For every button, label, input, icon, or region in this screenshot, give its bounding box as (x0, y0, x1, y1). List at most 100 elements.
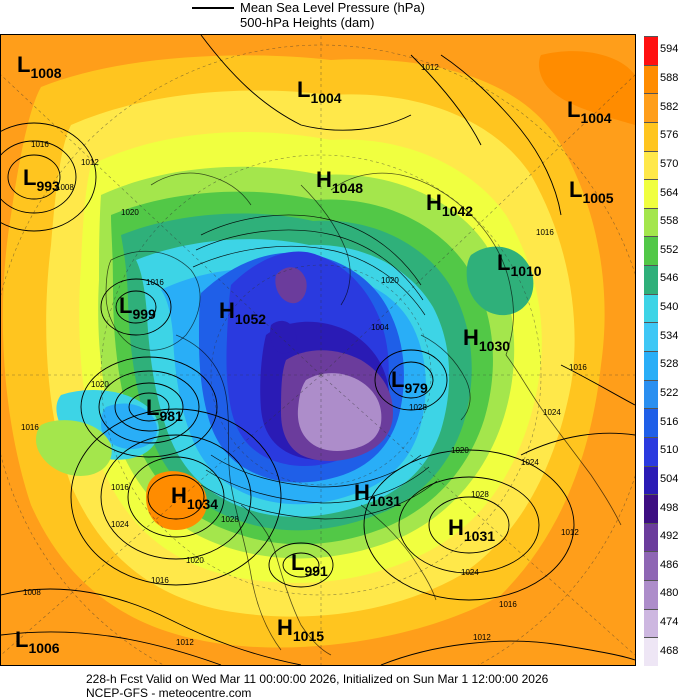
isobar-label: 1020 (186, 556, 204, 565)
colorbar-swatch (644, 236, 658, 266)
colorbar-swatch (644, 494, 658, 523)
colorbar-level-label: 480 (660, 587, 679, 600)
colorbar-level-label: 498 (660, 501, 679, 514)
isobar-label: 1024 (111, 520, 129, 529)
isobar-label: 1012 (473, 633, 491, 642)
low-center-label: L979 (391, 367, 428, 396)
isobars (1, 35, 635, 665)
colorbar-level-label: 492 (660, 530, 679, 543)
isobar-label: 1016 (499, 600, 517, 609)
colorbar-level-label: 552 (660, 243, 679, 256)
isobar-label: 1016 (536, 228, 554, 237)
isobar-label: 1016 (146, 278, 164, 287)
isobar-label: 1020 (91, 380, 109, 389)
colorbar-level-label: 522 (660, 386, 679, 399)
polar-isobars (192, 214, 438, 520)
colorbar-level-label: 540 (660, 301, 679, 314)
low-center-label: L1008 (17, 52, 62, 81)
isobar-label: 1024 (521, 458, 539, 467)
isobar-labels: 1012 1016 1008 1012 1020 1016 1016 1020 … (21, 63, 587, 647)
colorbar-level-label: 576 (660, 129, 679, 142)
colorbar-level-label: 546 (660, 272, 679, 285)
height-colorbar: 594 588 582 576 570 564 558 552 546 540 534 528 522 5… (644, 36, 681, 666)
height-band-546-lobe (466, 246, 534, 316)
low-center-label: L991 (291, 550, 328, 579)
high-center-label: H1015 (277, 615, 324, 644)
isobar-legend-line (192, 7, 234, 9)
colorbar-swatch (644, 179, 658, 208)
colorbar-level-label: 468 (660, 644, 679, 657)
colorbar-swatch (644, 93, 658, 122)
low-center-label: L1004 (297, 77, 342, 106)
isobar-label: 1028 (221, 515, 239, 524)
chart-header: Mean Sea Level Pressure (hPa) 500-hPa He… (0, 0, 681, 34)
isobar-label: 1016 (569, 363, 587, 372)
isobar-label: 1012 (561, 528, 579, 537)
isobar-label: 1004 (371, 323, 389, 332)
colorbar-swatch (644, 522, 658, 552)
low-center-label: L1005 (569, 177, 614, 206)
high-center-label: H1030 (463, 325, 510, 354)
colorbar-swatch (644, 580, 658, 609)
isobar-label: 1024 (543, 408, 561, 417)
colorbar-swatch (644, 64, 658, 94)
colorbar-swatch (644, 351, 658, 380)
colorbar-level-label: 534 (660, 329, 679, 342)
isobar-label: 1008 (23, 588, 41, 597)
isobar-label: 1020 (121, 208, 139, 217)
colorbar-level-label: 582 (660, 100, 679, 113)
high-center-label: H1031 (354, 480, 401, 509)
high-center-label: H1052 (219, 298, 266, 327)
high-center-label: H1034 (171, 483, 218, 512)
colorbar-swatch (644, 637, 658, 666)
colorbar-level-label: 570 (660, 157, 679, 170)
weather-map: 1012 1016 1008 1012 1020 1016 1016 1020 … (0, 34, 636, 666)
isobar-label: 1016 (151, 576, 169, 585)
colorbar-swatch (644, 379, 658, 409)
forecast-valid-text: 228-h Fcst Valid on Wed Mar 11 00:00:00 … (86, 672, 549, 686)
low-center-label: L1010 (497, 250, 542, 279)
colorbar-level-label: 528 (660, 358, 679, 371)
high-center-label: H1042 (426, 190, 473, 219)
colorbar-swatch (644, 265, 658, 294)
high-center-label: H1048 (316, 167, 363, 196)
isobar-label: 1024 (461, 568, 479, 577)
chart-footer: 228-h Fcst Valid on Wed Mar 11 00:00:00 … (0, 672, 681, 700)
model-source-text: NCEP-GFS - meteocentre.com (86, 686, 252, 700)
map-canvas: 1012 1016 1008 1012 1020 1016 1016 1020 … (1, 35, 635, 665)
colorbar-level-label: 516 (660, 415, 679, 428)
isobar-label: 1016 (31, 140, 49, 149)
height-band-588-ne (538, 51, 635, 125)
low-center-label: L1006 (15, 627, 60, 656)
colorbar-swatch (644, 293, 658, 323)
isobar-label: 1020 (381, 276, 399, 285)
isobar-label: 1012 (421, 63, 439, 72)
isobar-label: 1028 (409, 403, 427, 412)
colorbar-level-label: 588 (660, 71, 679, 84)
colorbar-swatch (644, 150, 658, 180)
colorbar-level-label: 510 (660, 444, 679, 457)
isobar-label: 1020 (451, 446, 469, 455)
colorbar-level-label: 558 (660, 215, 679, 228)
colorbar-level-label: 504 (660, 472, 679, 485)
legend-heights-label: 500-hPa Heights (dam) (240, 15, 375, 30)
colorbar-level-label: 564 (660, 186, 679, 199)
colorbar-swatch (644, 322, 658, 351)
low-center-label: L981 (146, 395, 183, 424)
height-band-558-lobe (36, 420, 112, 476)
colorbar-swatch (644, 121, 658, 151)
colorbar-swatch (644, 551, 658, 581)
graticule (1, 35, 635, 665)
colorbar-level-label: 594 (660, 43, 679, 56)
colorbar-swatch (644, 408, 658, 437)
colorbar-swatch (644, 465, 658, 495)
isobar-label: 1028 (471, 490, 489, 499)
low-center-label: L993 (23, 165, 60, 194)
colorbar-level-label: 474 (660, 616, 679, 629)
high-center-label: H1031 (448, 515, 495, 544)
isobar-label: 1012 (176, 638, 194, 647)
isobar-label: 1016 (21, 423, 39, 432)
coastlines (105, 172, 622, 656)
height-band-480 (297, 373, 382, 451)
colorbar-level-label: 486 (660, 558, 679, 571)
